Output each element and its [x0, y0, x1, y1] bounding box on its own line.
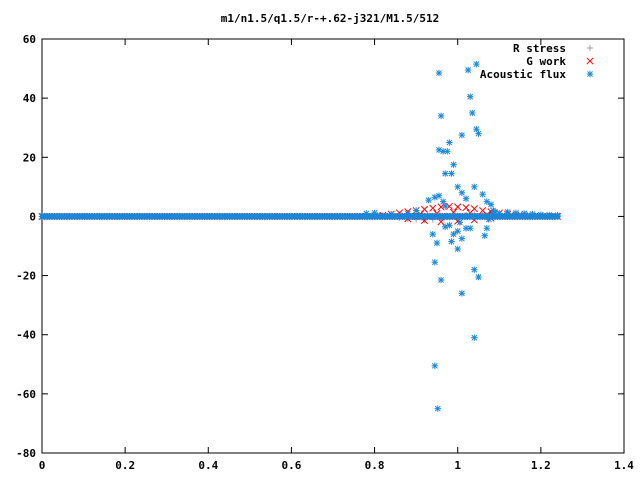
data-point — [454, 228, 461, 235]
data-point — [450, 161, 457, 168]
x-tick-label: 0.6 — [281, 459, 301, 472]
y-tick-label: -60 — [16, 388, 36, 401]
x-tick-label: 0 — [39, 459, 46, 472]
data-point — [466, 93, 474, 100]
series-layer — [38, 60, 562, 412]
data-point — [433, 239, 441, 247]
series-acoustic-flux — [38, 60, 561, 412]
x-tick-label: 1 — [454, 459, 461, 472]
data-point — [435, 146, 443, 154]
data-point — [446, 139, 453, 146]
data-point — [471, 183, 478, 191]
y-tick-label: 20 — [23, 151, 36, 164]
data-point — [485, 216, 493, 223]
data-point — [429, 230, 436, 238]
data-point — [475, 130, 482, 137]
data-point — [431, 362, 439, 369]
legend-marker — [586, 44, 594, 52]
x-tick-label: 0.8 — [365, 459, 385, 472]
legend-label: G work — [526, 55, 566, 68]
data-point — [487, 201, 495, 208]
data-point — [479, 191, 486, 198]
data-point — [496, 210, 503, 217]
data-point — [462, 204, 470, 212]
data-point — [458, 290, 466, 297]
data-point — [442, 170, 449, 177]
plot-axes: 0 0.2 0.4 0.6 0.8 1 1.2 1.4 -80 -60 -40 -20 0 20 40 60 — [16, 33, 634, 472]
data-point — [437, 112, 445, 120]
data-point — [431, 259, 439, 266]
x-tick-label: 1.2 — [531, 459, 551, 472]
data-point — [471, 266, 478, 273]
data-point — [435, 192, 443, 199]
y-tick-label: -20 — [16, 270, 36, 283]
legend-marker — [586, 57, 594, 65]
data-point — [412, 207, 420, 214]
legend-marker — [586, 70, 594, 78]
data-point — [435, 69, 443, 77]
data-point — [404, 210, 412, 217]
data-point — [388, 210, 395, 218]
data-point — [475, 273, 482, 281]
data-point — [462, 195, 470, 202]
data-point — [537, 211, 545, 218]
data-point — [545, 211, 553, 219]
data-point — [529, 210, 536, 218]
data-point — [512, 209, 520, 217]
data-point — [483, 198, 491, 205]
plot-frame — [41, 38, 625, 454]
data-point — [454, 183, 461, 191]
data-point — [448, 170, 455, 177]
chart-title: m1/n1.5/q1.5/r-+.62-j321/M1.5/512 — [221, 12, 440, 25]
data-point — [448, 238, 455, 245]
data-point — [442, 202, 449, 210]
y-tick-label: -40 — [16, 329, 36, 342]
y-tick-label: 40 — [23, 92, 36, 105]
data-point — [458, 131, 466, 139]
data-point — [437, 276, 445, 284]
data-point — [458, 235, 466, 242]
data-point — [446, 222, 453, 229]
x-tick-label: 1.4 — [614, 459, 634, 472]
data-point — [454, 245, 461, 253]
data-point — [521, 210, 528, 217]
data-point — [454, 203, 462, 211]
data-point — [450, 230, 457, 238]
data-point — [466, 225, 474, 232]
data-point — [444, 148, 451, 155]
legend-label: R stress — [513, 42, 566, 55]
data-point — [469, 109, 476, 117]
x-tick-label: 0.4 — [198, 459, 218, 472]
y-tick-label: 60 — [23, 33, 36, 46]
data-point — [481, 232, 488, 239]
legend-label: Acoustic flux — [480, 68, 566, 81]
data-point — [554, 212, 561, 219]
data-point — [429, 204, 437, 212]
data-point — [456, 219, 463, 226]
data-point — [473, 60, 480, 68]
data-point — [437, 218, 445, 226]
data-point — [425, 196, 432, 204]
x-tick-label: 0.2 — [115, 459, 135, 472]
data-point — [434, 405, 441, 412]
data-point — [504, 208, 511, 216]
data-point — [464, 66, 472, 74]
y-tick-label: 0 — [29, 210, 36, 223]
data-point — [483, 225, 491, 232]
data-point — [458, 189, 466, 196]
data-point — [371, 209, 378, 217]
y-tick-label: -80 — [16, 447, 36, 460]
data-point — [363, 210, 370, 217]
data-point — [471, 334, 478, 341]
